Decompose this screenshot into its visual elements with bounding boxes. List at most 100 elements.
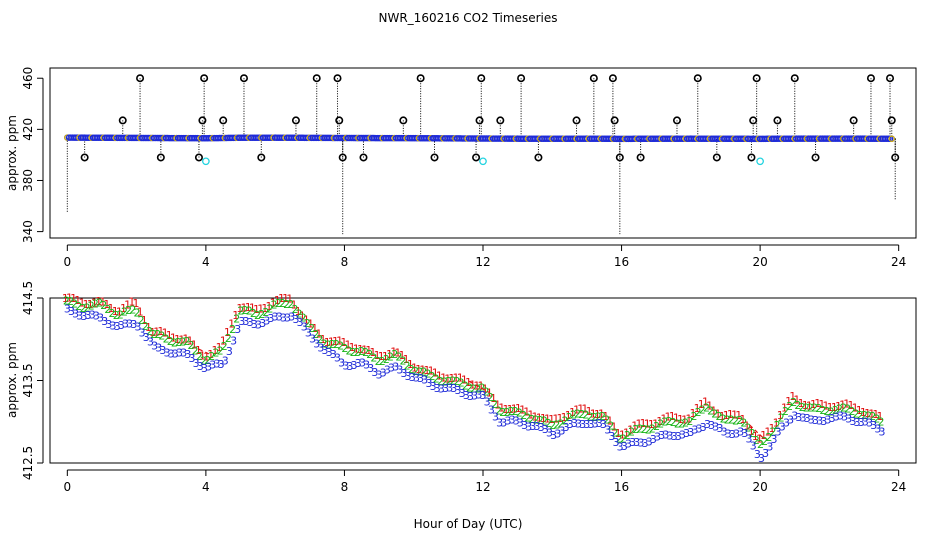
series-3-marker: 3 [646,436,653,449]
series-3-marker: 3 [488,403,495,416]
series-1-marker: 1 [340,336,347,349]
series-2-marker: 2 [657,417,664,430]
outlier-point [200,74,209,83]
series-3-marker: 3 [812,414,819,427]
outlier-point [496,116,505,125]
series-2-marker: 2 [188,339,195,352]
series-3-marker: 3 [837,410,844,423]
series-1-marker: 1 [586,405,593,418]
series-2-marker: 2 [508,405,515,418]
baseline-point-alt [888,135,895,142]
series-1-marker: 1 [756,433,763,446]
series-2-marker: 2 [183,335,190,348]
series-3-marker: 3 [371,366,378,379]
series-2-marker: 2 [75,300,82,313]
series-2-marker: 2 [495,404,502,417]
series-1-marker: 1 [257,303,264,316]
x-tick-label: 20 [752,480,767,494]
series-1-marker: 1 [141,314,148,327]
series-1-marker: 1 [785,395,792,408]
series-2-marker: 2 [595,410,602,423]
series-1-marker: 1 [598,408,605,421]
series-2-marker: 2 [720,413,727,426]
series-2-marker: 2 [857,409,864,422]
smoothed-x-axis: 0 4 8 12 16 20 24 [63,469,906,494]
series-1-marker: 1 [282,292,289,305]
series-1-marker: 1 [120,302,127,315]
series-2-marker: 2 [129,304,136,317]
series-3-marker: 3 [459,387,466,400]
series-2-marker: 2 [861,409,868,422]
series-1-marker: 1 [748,425,755,438]
series-2-marker: 2 [836,402,843,415]
series-3-marker: 3 [384,364,391,377]
series-1-marker: 1 [361,343,368,356]
series-2-marker: 2 [641,423,648,436]
series-1-marker: 1 [540,412,547,425]
series-1-marker: 1 [735,409,742,422]
series-2-marker: 2 [217,345,224,358]
series-3-marker: 3 [558,425,565,438]
series-1-marker: 1 [710,404,717,417]
series-3-marker: 3 [151,340,158,353]
outlier-point [118,116,127,125]
series-3-marker: 3 [134,321,141,334]
series-2-marker: 2 [533,414,540,427]
series-2-marker: 2 [794,399,801,412]
x-tick-label: 20 [752,255,767,269]
series-2-marker: 2 [470,383,477,396]
outlier-point [517,74,526,83]
series-1-marker: 1 [320,333,327,346]
series-3-marker: 3 [189,352,196,365]
series-3-marker: 3 [326,346,333,359]
series-3-marker: 3 [259,317,266,330]
series-1-marker: 1 [349,341,356,354]
series-3-marker: 3 [305,326,312,339]
series-1-marker: 1 [619,429,626,442]
outlier-point [399,116,408,125]
series-1-marker: 1 [303,314,310,327]
series-1-marker: 1 [112,305,119,318]
series-3-marker: 3 [172,347,179,360]
series-1-marker: 1 [137,305,144,318]
series-3-marker: 3 [401,367,408,380]
series-3-marker: 3 [654,431,661,444]
series-3-marker: 3 [184,348,191,361]
series-3-marker: 3 [338,356,345,369]
series-2-marker: 2 [873,412,880,425]
series-1-marker: 1 [295,305,302,318]
series-2-marker: 2 [682,417,689,430]
series-2-marker: 2 [84,302,91,315]
series-3-marker: 3 [696,422,703,435]
series-2-marker: 2 [441,376,448,389]
series-1-marker: 1 [644,418,651,431]
series-3-marker: 3 [825,414,832,427]
raw-panel: 0 4 8 12 16 20 24 340 380 420 460 approx. ppm [5,67,917,269]
series-3-marker: 3 [417,372,424,385]
series-1-marker: 1 [739,413,746,426]
series-2-marker: 2 [125,304,132,317]
series-2-marker: 2 [150,328,157,341]
outlier-point [219,116,228,125]
raw-x-axis: 0 4 8 12 16 20 24 [63,244,906,269]
series-3-marker: 3 [496,417,503,430]
x-tick-label: 16 [614,480,629,494]
x-tick-label: 12 [475,255,490,269]
series-2-marker: 2 [412,365,419,378]
series-1-marker: 1 [494,398,501,411]
series-2-marker: 2 [703,401,710,414]
series-2-marker: 2 [192,344,199,357]
raw-y-axis: 340 380 420 460 [21,67,44,243]
series-2-marker: 2 [636,422,643,435]
series-1-marker: 1 [365,344,372,357]
series-2-marker: 2 [483,386,490,399]
series-2-marker: 2 [433,373,440,386]
series-1-marker: 1 [166,329,173,342]
series-3-marker: 3 [89,309,96,322]
series-1-marker: 1 [299,310,306,323]
series-3-marker: 3 [700,421,707,434]
series-3-marker: 3 [317,342,324,355]
series-2-marker: 2 [878,416,885,429]
series-2-marker: 2 [237,305,244,318]
series-1-marker: 1 [307,317,314,330]
